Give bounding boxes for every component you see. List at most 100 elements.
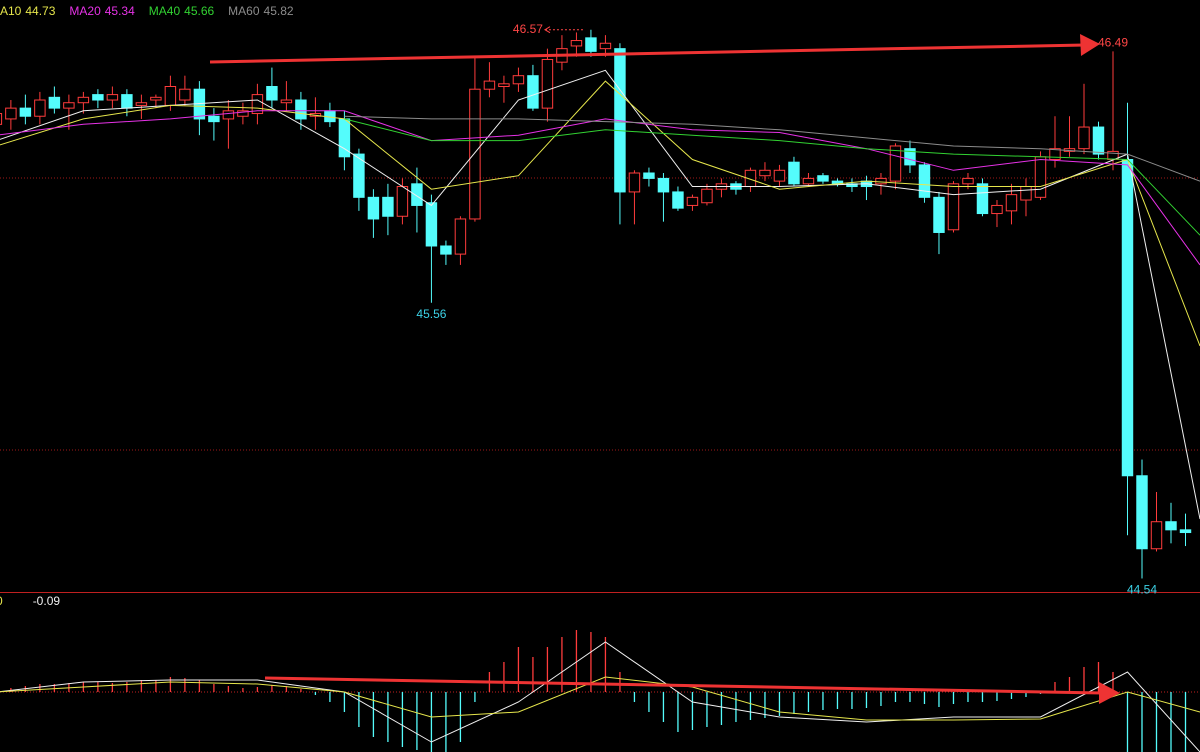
candle-body [1136, 475, 1148, 550]
candle-body [5, 107, 17, 120]
legend-name: MA40 [149, 4, 181, 18]
price-annotation: 46.57 [513, 22, 543, 36]
candle-body [353, 153, 365, 198]
candle-body [643, 172, 655, 179]
candle-body [222, 110, 235, 120]
candle-body [367, 196, 380, 220]
candle-body [773, 169, 786, 182]
candle-body [657, 177, 670, 193]
legend-name: MA20 [69, 4, 101, 18]
candle-body [411, 183, 423, 206]
candle-body [382, 196, 394, 217]
legend-value: 45.66 [184, 4, 214, 18]
macd-readout: 0 [0, 594, 3, 608]
legend-value: 45.82 [264, 4, 294, 18]
candle-body [1165, 521, 1177, 531]
candle-body [208, 115, 220, 123]
legend-value: 45.34 [105, 4, 135, 18]
moving-average-line [0, 80, 1200, 347]
labels: A10 44.73 MA20 45.34 MA40 45.66 MA60 45.82 46.57… [0, 4, 1157, 608]
macd-readout: -0.09 [33, 594, 61, 608]
candle-body [1049, 148, 1061, 160]
candle-body [1150, 521, 1163, 550]
legend-name: MA60 [228, 4, 260, 18]
arrow-shaft [264, 676, 1103, 695]
candle-body [802, 177, 815, 185]
candle-body [150, 96, 162, 101]
price-panel [0, 29, 1200, 579]
candle-body [280, 99, 293, 104]
moving-average-line [0, 69, 1200, 520]
candle-body [976, 183, 989, 215]
candle-body [63, 102, 75, 109]
candle-body [1179, 529, 1192, 534]
candle-body [48, 96, 61, 109]
legend-value: 44.73 [25, 4, 55, 18]
moving-average-line [344, 115, 1200, 182]
macd-panel [0, 630, 1200, 752]
trend-arrow [209, 34, 1100, 64]
candle-body [19, 107, 32, 117]
candle-body [701, 188, 713, 204]
candle-body [759, 169, 771, 177]
legend-name: A10 [0, 4, 22, 18]
candle-body [788, 161, 800, 185]
moving-average-line [344, 118, 1200, 236]
candle-body [454, 218, 467, 255]
candle-body [440, 245, 452, 255]
candle-body [266, 86, 278, 101]
price-annotation: 44.54 [1127, 583, 1157, 597]
candle-body [237, 110, 249, 117]
candle-body [1020, 186, 1032, 201]
candle-body [1034, 156, 1047, 198]
candle-body [121, 94, 133, 109]
candle-body [34, 99, 46, 117]
candle-body [817, 175, 829, 182]
candle-body [106, 94, 119, 101]
candle-body [469, 88, 481, 220]
moving-average-line [0, 641, 1200, 752]
candle-body [1121, 158, 1134, 477]
candle-body [77, 96, 90, 104]
candle-body [672, 191, 684, 209]
candle-body [686, 196, 699, 206]
candle-body [295, 99, 307, 120]
candle-body [628, 172, 641, 193]
arrow-head [1080, 34, 1100, 56]
candle-body [918, 164, 931, 198]
candle-body [92, 94, 104, 101]
candle-body [1092, 126, 1105, 155]
arrow-head [1099, 682, 1120, 704]
candle-body [135, 102, 148, 106]
candle-body [947, 183, 960, 231]
candle-body [570, 40, 583, 47]
trend-arrow [264, 676, 1120, 704]
candle-body [164, 86, 177, 106]
candle-body [962, 177, 974, 185]
candle-body [875, 177, 887, 185]
candle-body [512, 75, 525, 85]
arrow-shaft [209, 43, 1086, 64]
candle-body [585, 37, 597, 52]
moving-average-line [0, 110, 1200, 266]
candle-body [991, 204, 1003, 215]
candle-body [0, 113, 3, 125]
candle-body [889, 145, 902, 182]
candle-body [541, 58, 554, 109]
candle-body [483, 80, 496, 90]
candle-body [425, 202, 438, 247]
annotation-leader-head [543, 26, 551, 34]
candle-body [498, 83, 510, 88]
candle-body [1078, 126, 1090, 150]
candle-body [251, 94, 264, 115]
candle-body [904, 148, 916, 166]
candle-body [396, 186, 409, 217]
moving-average-line [0, 676, 1200, 721]
candle-body [599, 42, 612, 50]
candle-body [179, 88, 191, 101]
candle-body [933, 196, 945, 233]
candle-body [527, 75, 539, 109]
price-annotation: 45.56 [416, 307, 446, 321]
candle-body [1005, 194, 1018, 212]
